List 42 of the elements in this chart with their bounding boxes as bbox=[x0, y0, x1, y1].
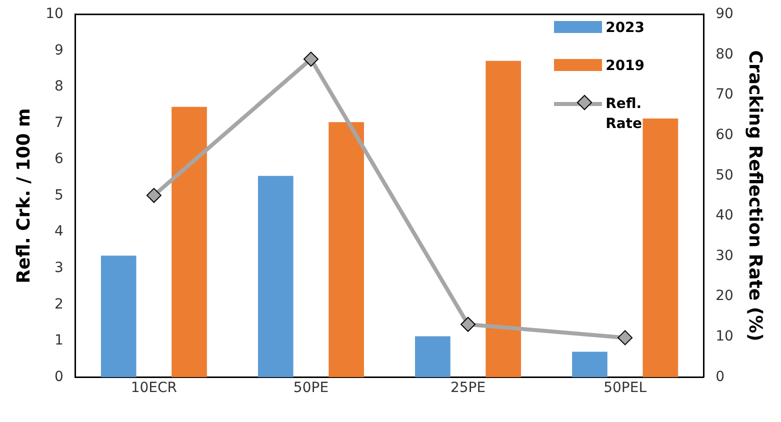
y-tick-label: 7 bbox=[54, 114, 64, 131]
point bbox=[460, 316, 476, 332]
y-tick-label: 0 bbox=[54, 368, 64, 385]
y2-tick-label: 10 bbox=[716, 328, 734, 345]
y2-tick-label: 50 bbox=[716, 167, 734, 184]
x-tick-label: 10ECR bbox=[130, 380, 178, 396]
y2-tick-label: 0 bbox=[716, 368, 725, 385]
y-tick-label: 9 bbox=[54, 42, 64, 58]
y2-axis-title: Cracking Reflection Rate (%) bbox=[744, 50, 766, 342]
bar bbox=[486, 60, 522, 378]
bar bbox=[258, 176, 294, 378]
point bbox=[146, 188, 162, 203]
bar bbox=[572, 352, 608, 378]
y-tick-label: 5 bbox=[54, 187, 64, 204]
y2-tick-label: 60 bbox=[716, 126, 734, 143]
legend-label: 2019 bbox=[606, 57, 646, 76]
legend-label: 2023 bbox=[606, 19, 646, 38]
bar bbox=[328, 122, 364, 378]
x-tick-label: 25PE bbox=[450, 380, 486, 396]
bar bbox=[642, 118, 678, 378]
y-tick-label: 10 bbox=[46, 6, 64, 22]
y2-tick-label: 80 bbox=[716, 46, 734, 62]
y-tick-label: 1 bbox=[54, 332, 64, 349]
bar bbox=[172, 106, 207, 378]
y-axis-title: Refl. Crk. / 100 m bbox=[13, 108, 34, 284]
y2-tick-label: 70 bbox=[716, 86, 734, 103]
point bbox=[303, 52, 318, 67]
y-tick-label: 4 bbox=[54, 224, 64, 240]
y2-tick-label: 90 bbox=[716, 6, 734, 22]
bar bbox=[100, 256, 136, 378]
y-tick-label: 8 bbox=[54, 78, 64, 95]
point bbox=[618, 330, 633, 346]
y2-tick-label: 20 bbox=[716, 288, 734, 304]
y-tick-label: 3 bbox=[54, 260, 64, 276]
x-tick-label: 50PE bbox=[293, 380, 329, 396]
x-tick-label: 50PEL bbox=[604, 380, 647, 396]
y2-tick-label: 40 bbox=[716, 208, 734, 224]
bar bbox=[415, 336, 450, 378]
legend-label: Refl. Rate bbox=[606, 95, 643, 134]
y2-tick-label: 30 bbox=[716, 248, 734, 264]
y-tick-label: 2 bbox=[54, 296, 64, 312]
y-tick-label: 6 bbox=[54, 151, 64, 168]
